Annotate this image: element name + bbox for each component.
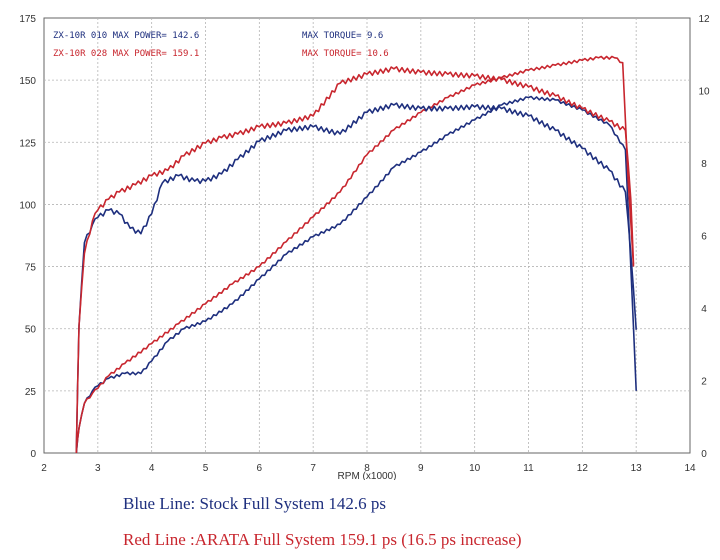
legend-red-torque: MAX TORQUE= 10.6 — [302, 49, 389, 59]
series-line-red-torque — [75, 66, 635, 454]
x-tick-label: 5 — [203, 463, 209, 474]
y-tick-label: 150 — [19, 76, 36, 87]
legend-blue-torque: MAX TORQUE= 9.6 — [302, 31, 383, 41]
legend: ZX-10R 010 MAX POWER= 142.6 MAX TORQUE= … — [53, 31, 389, 59]
y-tick-label: 75 — [25, 263, 37, 274]
y2-tick-label: 4 — [701, 304, 707, 315]
y2-tick-label: 6 — [701, 232, 707, 243]
x-axis-label: RPM (x1000) — [338, 471, 397, 480]
y2-tick-label: 2 — [701, 377, 707, 388]
x-tick-label: 11 — [523, 463, 534, 474]
y2-tick-label: 0 — [701, 449, 707, 460]
legend-blue-power: ZX-10R 010 MAX POWER= 142.6 — [53, 31, 199, 41]
y-tick-label: 125 — [19, 138, 36, 149]
y-tick-label: 25 — [25, 387, 37, 398]
x-tick-label: 9 — [418, 463, 424, 474]
series-lines — [75, 55, 637, 454]
grid — [44, 18, 690, 453]
y-tick-label: 100 — [19, 200, 36, 211]
series-line-blue-torque — [75, 102, 637, 454]
x-tick-label: 2 — [41, 463, 47, 474]
dyno-chart: 2 3 4 5 6 7 8 9 10 11 12 13 140255075100125150175024… — [19, 14, 710, 480]
y-tick-label: 175 — [19, 14, 36, 25]
series-line-blue-power — [75, 95, 637, 454]
x-tick-label: 14 — [684, 463, 696, 474]
x-tick-label: 13 — [631, 463, 643, 474]
x-tick-label: 6 — [257, 463, 263, 474]
y2-tick-label: 10 — [698, 87, 710, 98]
x-tick-label: 7 — [310, 463, 316, 474]
x-tick-label: 8 — [364, 463, 370, 474]
caption-blue-line: Blue Line: Stock Full System 142.6 ps — [123, 494, 387, 513]
x-tick-label: 3 — [95, 463, 101, 474]
caption-red-line: Red Line :ARATA Full System 159.1 ps (16… — [123, 530, 522, 549]
x-tick-label: 10 — [469, 463, 481, 474]
y-tick-label: 0 — [30, 449, 36, 460]
y2-tick-label: 8 — [701, 159, 707, 170]
tick-labels: 2 3 4 5 6 7 8 9 10 11 12 13 140255075100125150175024… — [19, 14, 710, 474]
series-line-red-power — [75, 55, 635, 454]
x-tick-label: 4 — [149, 463, 155, 474]
y-tick-label: 50 — [25, 325, 37, 336]
y2-tick-label: 12 — [698, 14, 710, 25]
legend-red-power: ZX-10R 028 MAX POWER= 159.1 — [53, 49, 199, 59]
x-tick-label: 12 — [577, 463, 589, 474]
